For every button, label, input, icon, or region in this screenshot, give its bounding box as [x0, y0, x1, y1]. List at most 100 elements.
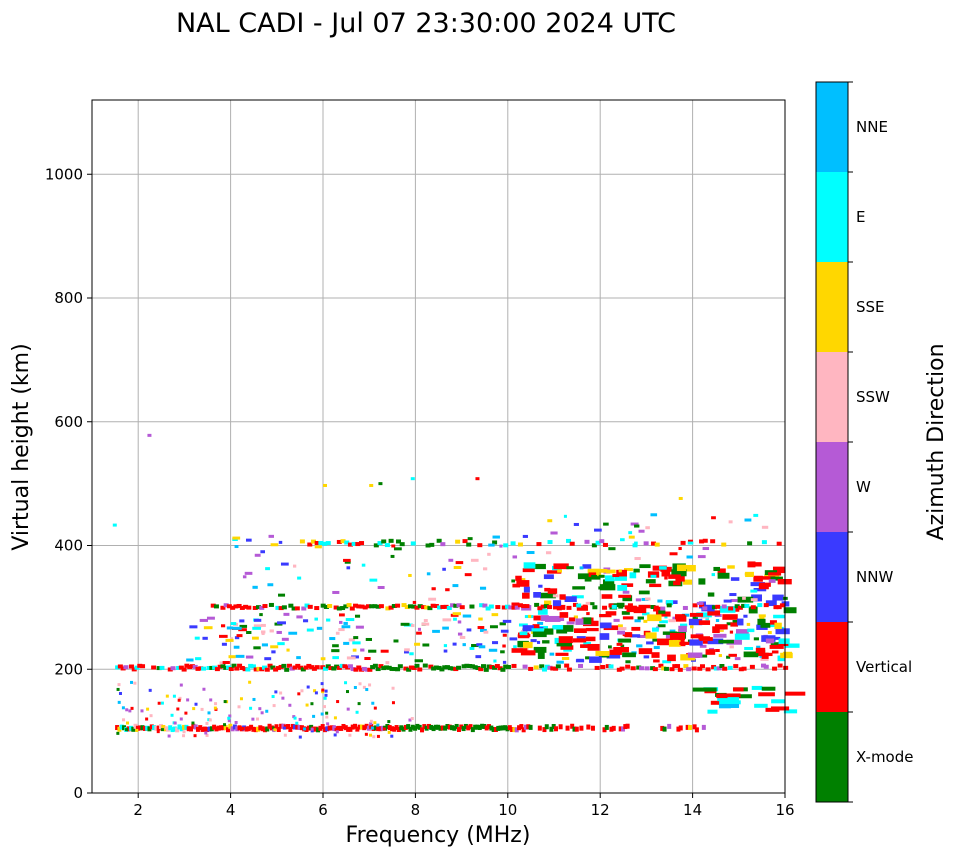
echo-point — [219, 661, 224, 665]
echo-point — [771, 636, 781, 640]
echo-point — [613, 618, 620, 622]
echo-point — [608, 603, 614, 608]
echo-point — [275, 605, 281, 610]
echo-point — [455, 539, 461, 544]
echo-point — [234, 636, 240, 640]
echo-point — [328, 666, 334, 671]
echo-point — [744, 646, 754, 650]
echo-point — [683, 664, 689, 669]
echo-point — [611, 604, 617, 609]
echo-point — [385, 724, 390, 730]
echo-point — [687, 725, 692, 731]
echo-point — [589, 656, 602, 663]
echo-point — [189, 726, 194, 732]
echo-point — [395, 667, 401, 672]
echo-point — [718, 628, 724, 632]
echo-point — [239, 665, 245, 670]
echo-point — [189, 664, 195, 669]
echo-point — [321, 690, 325, 694]
echo-point — [314, 606, 320, 611]
echo-point — [497, 666, 503, 671]
echo-point — [662, 726, 667, 732]
echo-point — [233, 604, 239, 609]
echo-point — [681, 613, 690, 617]
echo-point — [622, 616, 634, 620]
echo-point — [558, 724, 563, 730]
echo-point — [184, 711, 188, 715]
echo-point — [761, 576, 776, 580]
echo-point — [440, 725, 445, 731]
echo-point — [712, 605, 718, 610]
echo-point — [502, 660, 507, 664]
echo-point — [187, 664, 193, 669]
echo-point — [728, 606, 734, 611]
echo-point — [513, 645, 517, 649]
echo-point — [235, 726, 240, 732]
echo-point — [364, 732, 368, 736]
echo-point — [715, 648, 720, 652]
echo-point — [346, 726, 351, 732]
echo-point — [636, 665, 642, 670]
echo-point — [433, 665, 439, 670]
echo-point — [353, 685, 357, 689]
echo-point — [314, 665, 320, 670]
echo-point — [344, 540, 350, 545]
echo-point — [133, 681, 137, 685]
echo-point — [157, 701, 161, 705]
echo-point — [417, 667, 423, 672]
echo-point — [210, 603, 216, 608]
echo-point — [540, 604, 546, 609]
echo-point — [576, 636, 586, 640]
echo-point — [542, 727, 547, 733]
echo-point — [223, 725, 228, 731]
echo-point — [167, 734, 171, 738]
echo-point — [376, 723, 380, 727]
echo-point — [697, 555, 706, 559]
echo-point — [503, 725, 508, 731]
echo-point — [718, 639, 734, 644]
echo-point — [410, 717, 414, 721]
echo-point — [236, 634, 243, 638]
echo-point — [522, 592, 530, 599]
echo-point — [622, 595, 633, 602]
echo-point — [205, 727, 210, 733]
echo-point — [412, 600, 417, 604]
echo-point — [717, 568, 726, 575]
echo-point — [500, 725, 505, 731]
echo-point — [267, 723, 272, 729]
echo-point — [248, 680, 252, 684]
echo-point — [207, 726, 212, 732]
echo-point — [486, 664, 492, 669]
echo-point — [241, 727, 245, 731]
echo-point — [147, 433, 152, 437]
echo-point — [325, 715, 329, 719]
echo-point — [221, 642, 227, 646]
echo-point — [477, 725, 482, 731]
echo-point — [526, 551, 535, 555]
echo-point — [544, 615, 561, 622]
echo-point — [546, 570, 562, 574]
echo-point — [234, 666, 240, 671]
echo-point — [232, 724, 237, 730]
echo-point — [452, 642, 457, 646]
echo-point — [348, 726, 353, 732]
echo-point — [523, 724, 528, 730]
echo-point — [265, 567, 270, 571]
echo-point — [768, 579, 776, 583]
echo-point — [307, 542, 313, 547]
echo-point — [563, 648, 572, 652]
echo-point — [170, 666, 176, 671]
echo-point — [118, 691, 122, 695]
echo-point — [389, 666, 395, 671]
echo-point — [265, 726, 270, 732]
echo-point — [369, 723, 374, 729]
echo-point — [347, 542, 353, 547]
echo-point — [531, 628, 544, 632]
echo-point — [234, 720, 238, 724]
echo-point — [208, 718, 212, 722]
echo-point — [343, 558, 351, 562]
echo-point — [699, 539, 705, 544]
echo-point — [273, 667, 279, 672]
echo-point — [357, 702, 361, 706]
echo-point — [201, 666, 207, 671]
